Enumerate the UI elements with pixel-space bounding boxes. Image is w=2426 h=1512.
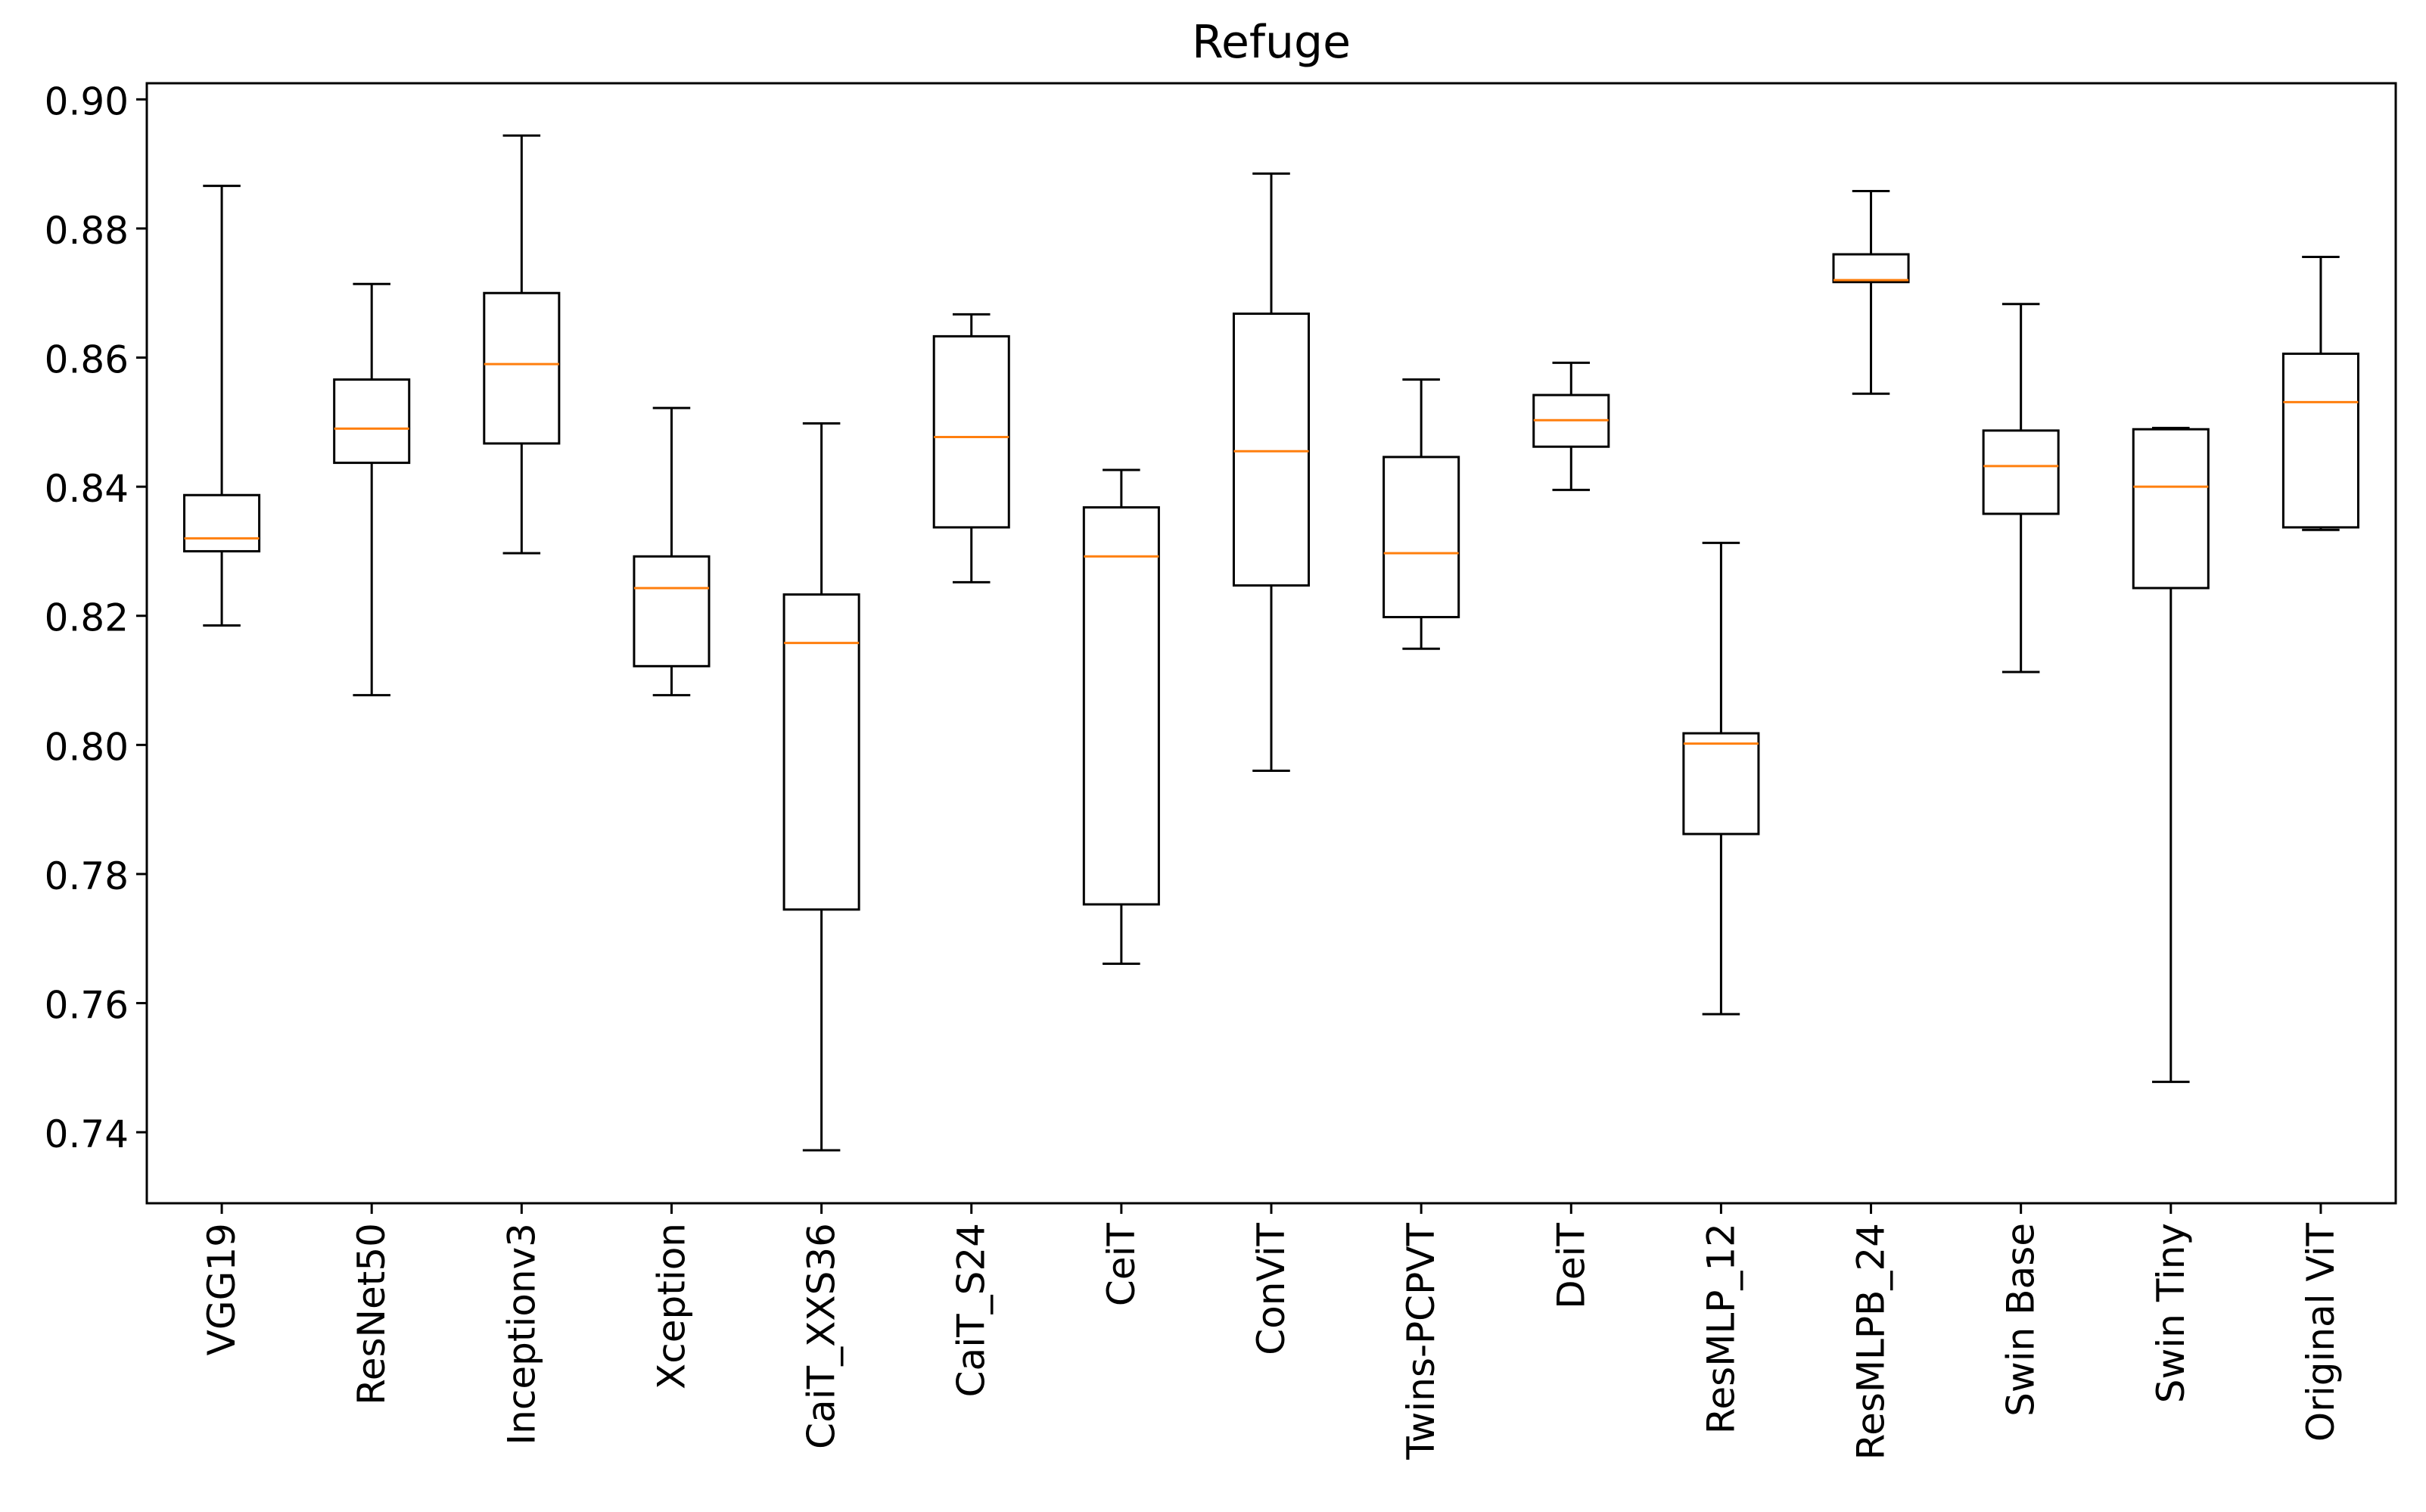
box-body: [1383, 456, 1460, 618]
box-vgg19: [183, 185, 261, 627]
box-original-vit: [2281, 255, 2359, 531]
box-body: [2132, 428, 2210, 590]
box-body: [2281, 352, 2359, 529]
box-cait-s24: [932, 313, 1010, 583]
box-body: [483, 291, 561, 445]
x-tick-label: Swin Tiny: [2149, 1223, 2193, 1403]
box-convit: [1232, 172, 1311, 772]
plot-area-frame: [145, 82, 2397, 1205]
x-tick-label: CeiT: [1099, 1223, 1143, 1307]
box-body: [1832, 253, 1910, 284]
x-tick-label: Xception: [649, 1223, 693, 1389]
box-swin-base: [1982, 303, 2060, 674]
box-xception: [633, 406, 711, 697]
y-tick-label: 0.90: [45, 79, 129, 123]
x-tick-label: ResNet50: [350, 1223, 393, 1405]
box-body: [183, 493, 261, 552]
box-body: [932, 334, 1010, 529]
box-body: [1682, 732, 1760, 835]
box-swin-tiny: [2132, 427, 2210, 1084]
y-tick-label: 0.82: [45, 596, 129, 640]
y-tick-label: 0.80: [45, 725, 129, 769]
x-tick-label: DeiT: [1549, 1223, 1593, 1309]
x-tick-label: ResMLPB_24: [1849, 1223, 1893, 1460]
x-tick-label: ConViT: [1249, 1223, 1293, 1355]
x-axis: VGG19 ResNet50 Inceptionv3 Xception CaiT_XXS…: [200, 1203, 2343, 1461]
box-cait-xxs36: [782, 422, 860, 1152]
x-tick-label: Swin Base: [1999, 1223, 2043, 1417]
y-tick-label: 0.78: [45, 854, 129, 898]
boxes-layer: [183, 134, 2359, 1152]
box-resmlpb-24: [1832, 189, 1910, 395]
box-body: [1082, 506, 1160, 906]
box-body: [1232, 313, 1311, 587]
y-tick-label: 0.76: [45, 984, 129, 1028]
box-body: [633, 555, 711, 667]
x-tick-label: VGG19: [200, 1223, 244, 1355]
y-tick-label: 0.86: [45, 338, 129, 382]
x-tick-label: Twins-PCPVT: [1399, 1223, 1443, 1461]
y-axis: 0.74 0.76 0.78 0.80 0.82 0.84 0.86 0.88 0.90: [45, 79, 147, 1156]
box-resmlp-12: [1682, 541, 1760, 1016]
box-ceit: [1082, 468, 1160, 966]
box-resnet50: [333, 282, 411, 697]
x-tick-label: CaiT_S24: [950, 1223, 994, 1397]
box-inceptionv3: [483, 134, 561, 555]
y-tick-label: 0.84: [45, 467, 129, 511]
x-tick-label: CaiT_XXS36: [800, 1223, 844, 1449]
x-tick-label: Inceptionv3: [499, 1223, 543, 1445]
box-body: [1982, 429, 2060, 515]
y-tick-label: 0.88: [45, 209, 129, 253]
y-tick-label: 0.74: [45, 1112, 129, 1156]
box-deit: [1532, 361, 1610, 491]
box-body: [333, 378, 411, 465]
box-twins-pcpvt: [1383, 378, 1460, 650]
box-body: [782, 593, 860, 911]
chart-title: Refuge: [1192, 16, 1351, 69]
x-tick-label: Original ViT: [2299, 1223, 2343, 1442]
x-tick-label: ResMLP_12: [1699, 1223, 1743, 1434]
